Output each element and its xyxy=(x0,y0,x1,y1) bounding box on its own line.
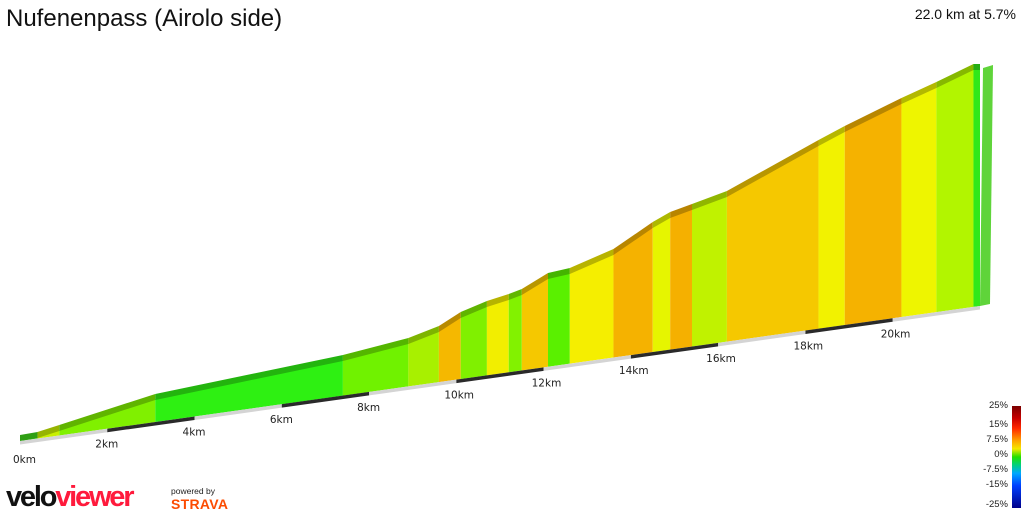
gradient-segment[interactable] xyxy=(726,145,819,342)
segment-top-edge xyxy=(936,64,974,88)
segment-top-edge xyxy=(670,204,692,218)
segment-top-edge xyxy=(548,268,570,279)
baseline-band xyxy=(107,416,195,433)
legend-label-0: 0% xyxy=(994,449,1008,460)
baseline-band xyxy=(718,330,806,347)
distance-tick-label: 14km xyxy=(619,365,649,377)
gradient-color-scale xyxy=(1012,406,1021,508)
gradient-segment[interactable] xyxy=(973,69,980,307)
distance-ticks: 0km 2km 4km 6km 8km 10km 12km 14km 16km 18km 20km xyxy=(13,328,910,466)
segment-top-edge xyxy=(521,273,548,295)
legend-label-neg-7-5: -7.5% xyxy=(983,464,1008,475)
distance-tick-label: 20km xyxy=(881,328,911,340)
profile-end-face xyxy=(980,65,993,306)
gradient-segment[interactable] xyxy=(438,317,461,383)
baseline-band xyxy=(805,318,893,335)
baseline-band xyxy=(20,428,108,445)
distance-tick-label: 6km xyxy=(270,414,293,426)
legend-label-neg-15: -15% xyxy=(985,479,1008,490)
gradient-segment[interactable] xyxy=(901,87,937,318)
gradient-segment[interactable] xyxy=(844,103,902,326)
gradient-segment[interactable] xyxy=(569,254,614,364)
distance-tick-label: 2km xyxy=(95,439,118,451)
segment-top-edge xyxy=(818,126,845,146)
baseline-band xyxy=(456,367,544,384)
legend-label-neg-25: -25% xyxy=(985,499,1008,510)
distance-tick-label: 8km xyxy=(357,402,380,414)
segment-top-edge xyxy=(508,289,522,300)
gradient-segment[interactable] xyxy=(613,227,653,358)
climb-summary: 22.0 km at 5.7% xyxy=(914,6,1016,22)
segment-top-edge xyxy=(569,249,614,274)
gradient-segment[interactable] xyxy=(936,69,974,313)
distance-tick-label: 4km xyxy=(183,426,206,438)
segment-top-edge xyxy=(726,140,819,197)
gradient-segments xyxy=(20,64,993,441)
gradient-segment[interactable] xyxy=(408,331,439,387)
strava-logo[interactable]: STRAVA xyxy=(171,496,229,512)
distance-tick-label: 16km xyxy=(706,353,736,365)
gradient-segment[interactable] xyxy=(692,196,727,347)
powered-by-label: powered by xyxy=(171,486,215,496)
baseline-band xyxy=(194,404,282,420)
segment-top-edge xyxy=(438,312,461,332)
gradient-segment[interactable] xyxy=(548,273,570,367)
gradient-segment[interactable] xyxy=(521,278,548,371)
gradient-segment[interactable] xyxy=(652,217,671,353)
distance-tick-label: 12km xyxy=(532,377,562,389)
baseline-band xyxy=(630,342,719,359)
segment-top-edge xyxy=(408,326,439,344)
segment-top-edge xyxy=(20,432,38,441)
distance-tick-label: 18km xyxy=(793,341,823,353)
baseline-band xyxy=(281,391,370,408)
baseline-band xyxy=(543,355,631,371)
segment-top-edge xyxy=(486,294,509,307)
segment-top-edge xyxy=(342,338,409,361)
distance-baseline xyxy=(20,306,980,445)
gradient-segment[interactable] xyxy=(59,399,156,436)
baseline-band xyxy=(369,379,457,396)
gradient-legend: 25% 15% 7.5% 0% -7.5% -15% -25% xyxy=(972,400,1024,512)
gradient-segment[interactable] xyxy=(670,209,692,350)
logo-velo: velo xyxy=(6,481,57,513)
legend-label-25: 25% xyxy=(988,400,1008,411)
segment-top-edge xyxy=(973,64,980,70)
segment-top-edge xyxy=(692,191,727,210)
segment-top-edge xyxy=(155,355,343,400)
gradient-segment[interactable] xyxy=(486,299,509,376)
segment-top-edge xyxy=(901,82,937,104)
page-title: Nufenenpass (Airolo side) xyxy=(6,5,283,32)
logo-viewer: viewer xyxy=(55,481,134,513)
gradient-segment[interactable] xyxy=(818,131,845,329)
segment-top-edge xyxy=(613,222,653,255)
segment-top-edge xyxy=(652,212,671,228)
legend-label-15: 15% xyxy=(988,419,1008,430)
distance-tick-label: 10km xyxy=(444,390,474,402)
elevation-profile-chart[interactable]: 0km 2km 4km 6km 8km 10km 12km 14km 16km 18km 20km xyxy=(0,0,1024,480)
gradient-segment[interactable] xyxy=(460,306,487,380)
segment-top-edge xyxy=(844,98,902,132)
gradient-segment[interactable] xyxy=(155,360,343,422)
segment-top-edge xyxy=(460,301,487,318)
distance-tick-label: 0km xyxy=(13,454,36,466)
segment-top-edge xyxy=(59,394,156,431)
baseline-band xyxy=(892,306,980,322)
gradient-segment[interactable] xyxy=(508,294,522,373)
segment-top-edge xyxy=(37,425,60,438)
legend-label-7-5: 7.5% xyxy=(986,434,1008,445)
